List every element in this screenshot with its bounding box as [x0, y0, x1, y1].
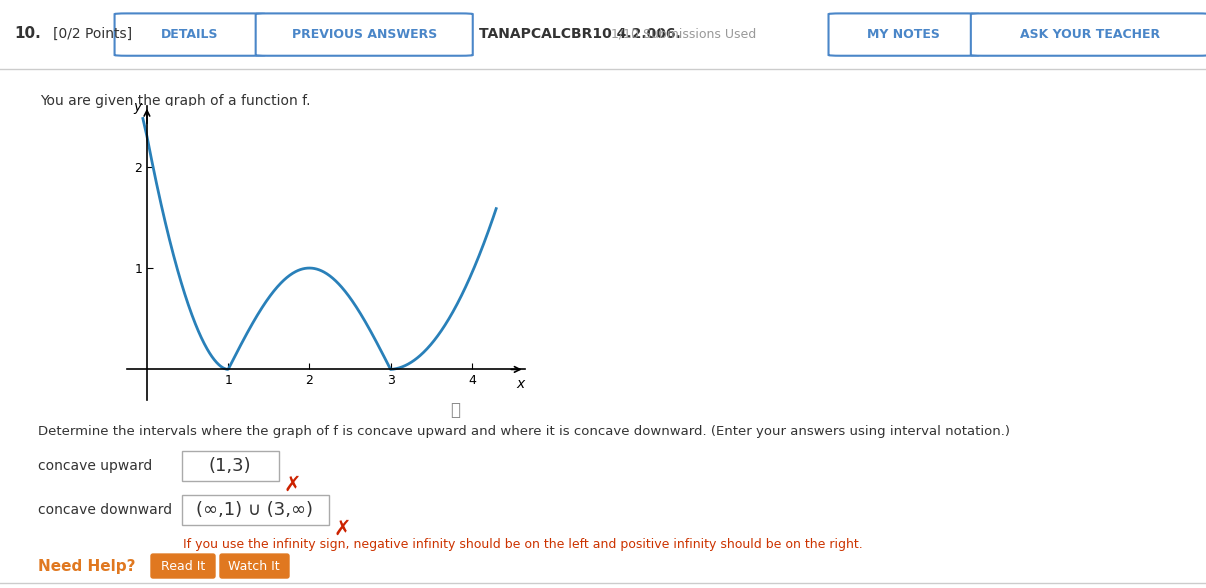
Text: (∞,1) ∪ (3,∞): (∞,1) ∪ (3,∞) [197, 501, 314, 519]
Text: concave downward: concave downward [39, 503, 172, 517]
Text: concave upward: concave upward [39, 459, 152, 473]
Text: x: x [516, 377, 525, 390]
Text: 10.: 10. [14, 26, 41, 41]
Text: Read It: Read It [160, 560, 205, 573]
Text: y: y [133, 100, 141, 114]
Text: If you use the infinity sign, negative infinity should be on the left and positi: If you use the infinity sign, negative i… [183, 538, 862, 551]
Text: You are given the graph of a function f.: You are given the graph of a function f. [40, 93, 310, 108]
FancyBboxPatch shape [971, 14, 1206, 56]
Text: ✗: ✗ [283, 475, 300, 495]
Text: MY NOTES: MY NOTES [867, 28, 939, 41]
FancyBboxPatch shape [182, 495, 329, 525]
FancyBboxPatch shape [256, 14, 473, 56]
Text: 1/10 Submissions Used: 1/10 Submissions Used [611, 28, 756, 41]
FancyBboxPatch shape [115, 14, 265, 56]
Text: ⓘ: ⓘ [450, 401, 459, 419]
Text: TANAPCALCBR10 4.2.006.: TANAPCALCBR10 4.2.006. [479, 27, 680, 41]
Text: PREVIOUS ANSWERS: PREVIOUS ANSWERS [292, 28, 437, 41]
FancyBboxPatch shape [151, 554, 215, 578]
Text: ✗: ✗ [333, 519, 351, 539]
FancyBboxPatch shape [219, 554, 289, 578]
Text: Watch It: Watch It [228, 560, 280, 573]
Text: Determine the intervals where the graph of f is concave upward and where it is c: Determine the intervals where the graph … [39, 425, 1009, 438]
Text: (1,3): (1,3) [209, 457, 251, 475]
Text: ASK YOUR TEACHER: ASK YOUR TEACHER [1020, 28, 1160, 41]
Text: DETAILS: DETAILS [160, 28, 218, 41]
FancyBboxPatch shape [829, 14, 979, 56]
Text: [0/2 Points]: [0/2 Points] [53, 27, 133, 41]
Text: Need Help?: Need Help? [39, 559, 135, 573]
FancyBboxPatch shape [182, 451, 279, 481]
